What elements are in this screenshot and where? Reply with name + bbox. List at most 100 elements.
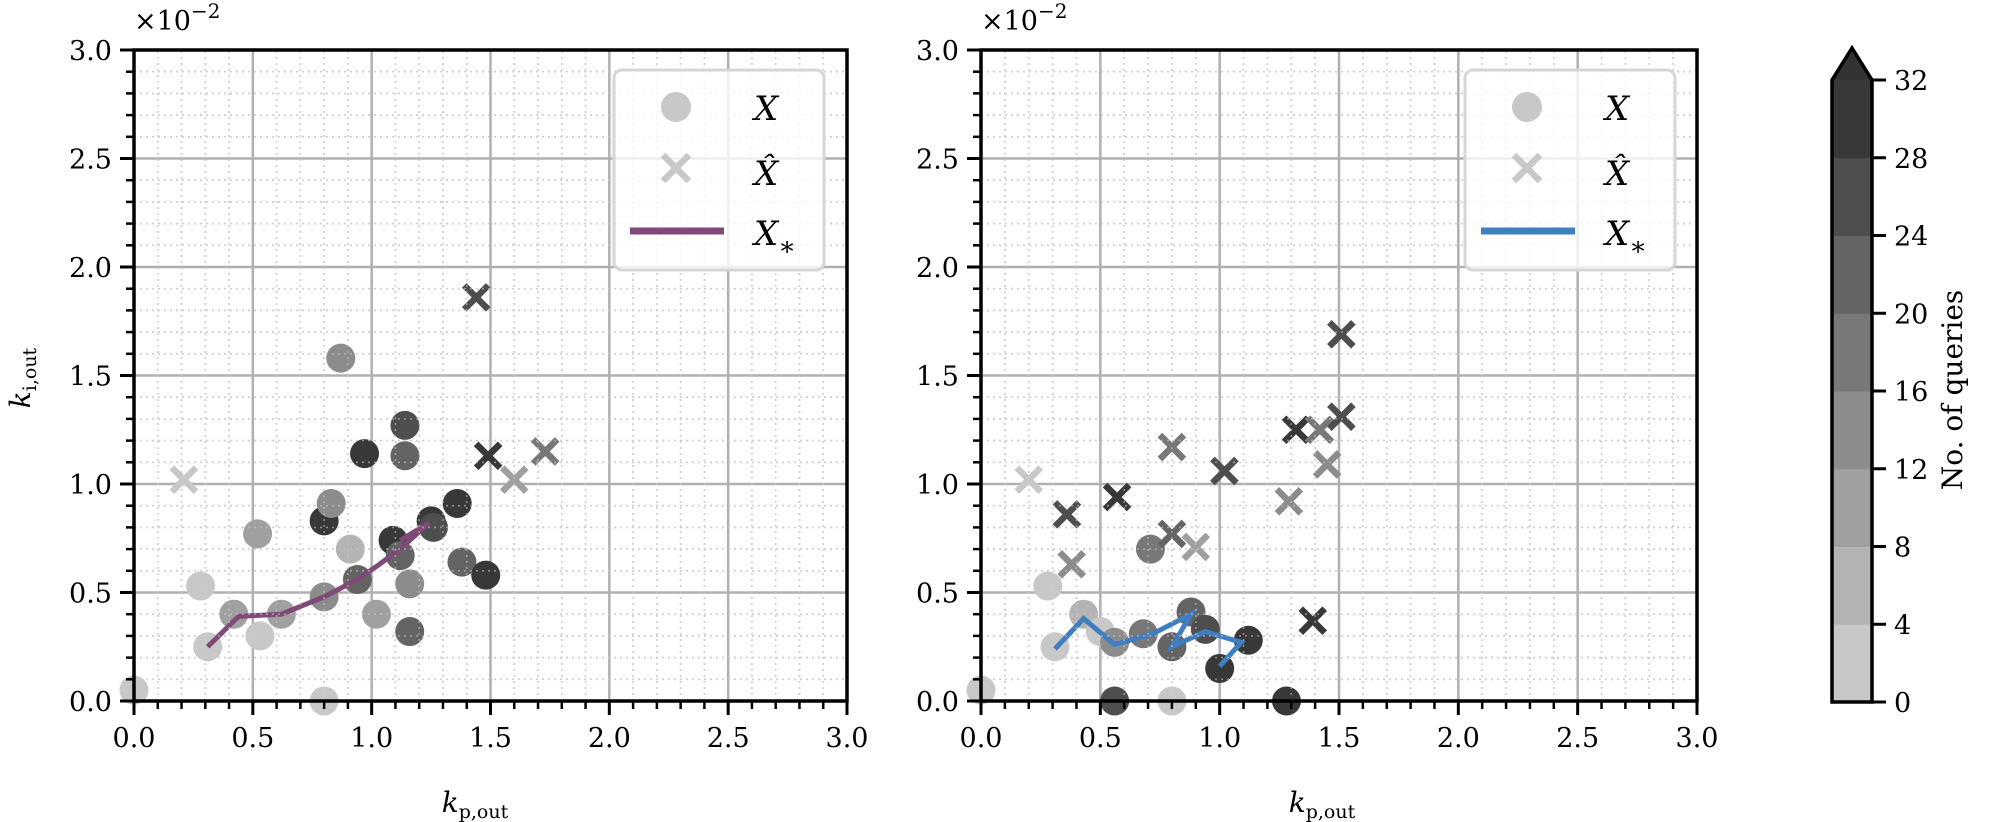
data-point-circle <box>395 569 425 599</box>
legend-label-xhat: X̂ <box>751 153 780 194</box>
data-point-cross <box>169 465 199 494</box>
colorbar-band <box>1832 468 1872 547</box>
data-markers <box>119 283 560 716</box>
x-tick-label: 0.5 <box>231 723 274 754</box>
x-tick-label: 2.5 <box>1556 723 1599 754</box>
colorbar-tick-label: 4 <box>1894 610 1911 641</box>
legend-label-xstar: X∗ <box>1602 214 1647 262</box>
y-tick-label: 1.0 <box>916 470 959 501</box>
x-axis-label: kp,out <box>1289 786 1356 822</box>
colorbar-band <box>1832 313 1872 392</box>
data-point-circle <box>245 621 275 651</box>
colorbar-extend-arrow <box>1832 48 1872 80</box>
legend-cross-icon <box>1511 152 1543 184</box>
data-point-circle <box>447 547 477 577</box>
y-tick-label: 0.5 <box>69 579 112 610</box>
x-axis-label: kp,out <box>442 786 509 822</box>
minor-grid-overlay <box>981 50 1697 701</box>
x-tick-label: 2.0 <box>588 723 631 754</box>
y-tick-label: 1.5 <box>916 362 959 393</box>
y-tick-label: 3.0 <box>916 36 959 67</box>
legend: X X̂ X∗ <box>1463 68 1677 272</box>
colorbar-bands <box>1830 44 1874 704</box>
colorbar-band <box>1832 157 1872 236</box>
x-tick-label: 2.5 <box>707 723 750 754</box>
colorbar-band <box>1832 391 1872 470</box>
colorbar-label: No. of queries <box>1936 290 1969 491</box>
y-tick-label: 2.5 <box>916 145 959 176</box>
y-offset-label: ×10−2 <box>134 0 220 37</box>
data-point-cross <box>1057 549 1086 579</box>
colorbar-band <box>1832 546 1872 625</box>
data-point-circle <box>1233 625 1263 655</box>
x-tick-label: 0.0 <box>960 723 1003 754</box>
data-point-cross <box>499 465 529 494</box>
ticks: 0.0 0.5 1.0 1.5 2.0 2.5 3.0 0.0 0.5 1.0 1.5 2.0 2.5 3… <box>916 36 1718 754</box>
y-tick-label: 0.5 <box>916 579 959 610</box>
colorbar-band <box>1832 235 1872 314</box>
y-tick-label: 1.5 <box>69 362 112 393</box>
legend-circle-icon <box>1512 92 1542 122</box>
x-tick-label: 0.5 <box>1079 723 1122 754</box>
colorbar-band <box>1832 80 1872 159</box>
colorbar-tick-label: 16 <box>1894 377 1928 408</box>
data-point-circle <box>326 343 356 373</box>
y-tick-label: 2.0 <box>916 253 959 284</box>
data-point-cross <box>1327 402 1356 432</box>
colorbar-tick-label: 20 <box>1894 299 1928 330</box>
right-scatter-plot: X X̂ X∗ 0.0 0.5 1.0 1.5 2.0 2.5 3.0 0.0 0.5 1.0 1.5 2… <box>916 0 1718 822</box>
data-point-cross <box>1274 487 1304 516</box>
y-tick-label: 3.0 <box>69 36 112 67</box>
y-tick-label: 2.5 <box>69 145 112 176</box>
data-point-cross <box>1327 319 1356 349</box>
data-point-circle <box>418 512 448 542</box>
x-tick-label: 1.0 <box>350 723 393 754</box>
x-tick-label: 1.5 <box>1318 723 1361 754</box>
y-tick-label: 2.0 <box>69 253 112 284</box>
data-point-circle <box>471 560 501 590</box>
colorbar-band <box>1832 624 1872 703</box>
y-offset-label: ×10−2 <box>981 0 1067 37</box>
data-point-cross <box>461 283 491 312</box>
x-tick-label: 3.0 <box>826 723 869 754</box>
colorbar-tick-label: 32 <box>1894 66 1928 97</box>
colorbar: 0 4 8 12 16 20 24 28 32 No. of queries <box>1830 44 1969 719</box>
data-point-circle <box>350 439 380 469</box>
left-scatter-plot: X X̂ X∗ 0.0 0.5 1.0 1.5 2.0 2.5 3.0 0.0 0.5 1.0 1.5 2… <box>4 0 868 822</box>
x-tick-label: 0.0 <box>113 723 156 754</box>
data-point-cross <box>1181 532 1211 562</box>
data-point-circle <box>186 571 216 601</box>
data-point-cross <box>1157 519 1187 549</box>
x-tick-label: 3.0 <box>1676 723 1719 754</box>
legend-cross-icon <box>660 152 692 184</box>
x-tick-label: 1.0 <box>1198 723 1241 754</box>
data-point-circle <box>395 617 425 647</box>
colorbar-tick-label: 0 <box>1894 688 1911 719</box>
data-point-cross <box>1305 415 1335 445</box>
y-tick-label: 0.0 <box>69 687 112 718</box>
data-markers <box>966 319 1356 716</box>
colorbar-tick-label: 8 <box>1894 533 1911 564</box>
legend-circle-icon <box>661 92 691 122</box>
y-axis-label: ki,out <box>4 347 41 408</box>
ticks: 0.0 0.5 1.0 1.5 2.0 2.5 3.0 0.0 0.5 1.0 1.5 2.0 2.5 3… <box>69 36 868 754</box>
y-tick-label: 0.0 <box>916 687 959 718</box>
colorbar-tick-label: 24 <box>1894 222 1928 253</box>
data-point-circle <box>243 519 273 549</box>
legend-label-xhat: X̂ <box>1602 153 1631 194</box>
data-point-cross <box>1298 606 1328 636</box>
data-point-cross <box>1312 450 1342 479</box>
data-point-cross <box>473 441 503 471</box>
x-tick-label: 2.0 <box>1437 723 1480 754</box>
data-point-circle <box>1033 571 1063 601</box>
data-point-circle <box>219 599 249 629</box>
major-grid <box>134 50 847 701</box>
data-point-cross <box>1052 500 1082 529</box>
data-point-circle <box>361 599 391 629</box>
colorbar-ticks: 0 4 8 12 16 20 24 28 32 <box>1872 66 1928 719</box>
legend-label-xstar: X∗ <box>751 214 796 262</box>
legend: X X̂ X∗ <box>612 68 826 272</box>
data-point-cross <box>1281 415 1311 445</box>
legend-label-x: X <box>751 89 780 129</box>
